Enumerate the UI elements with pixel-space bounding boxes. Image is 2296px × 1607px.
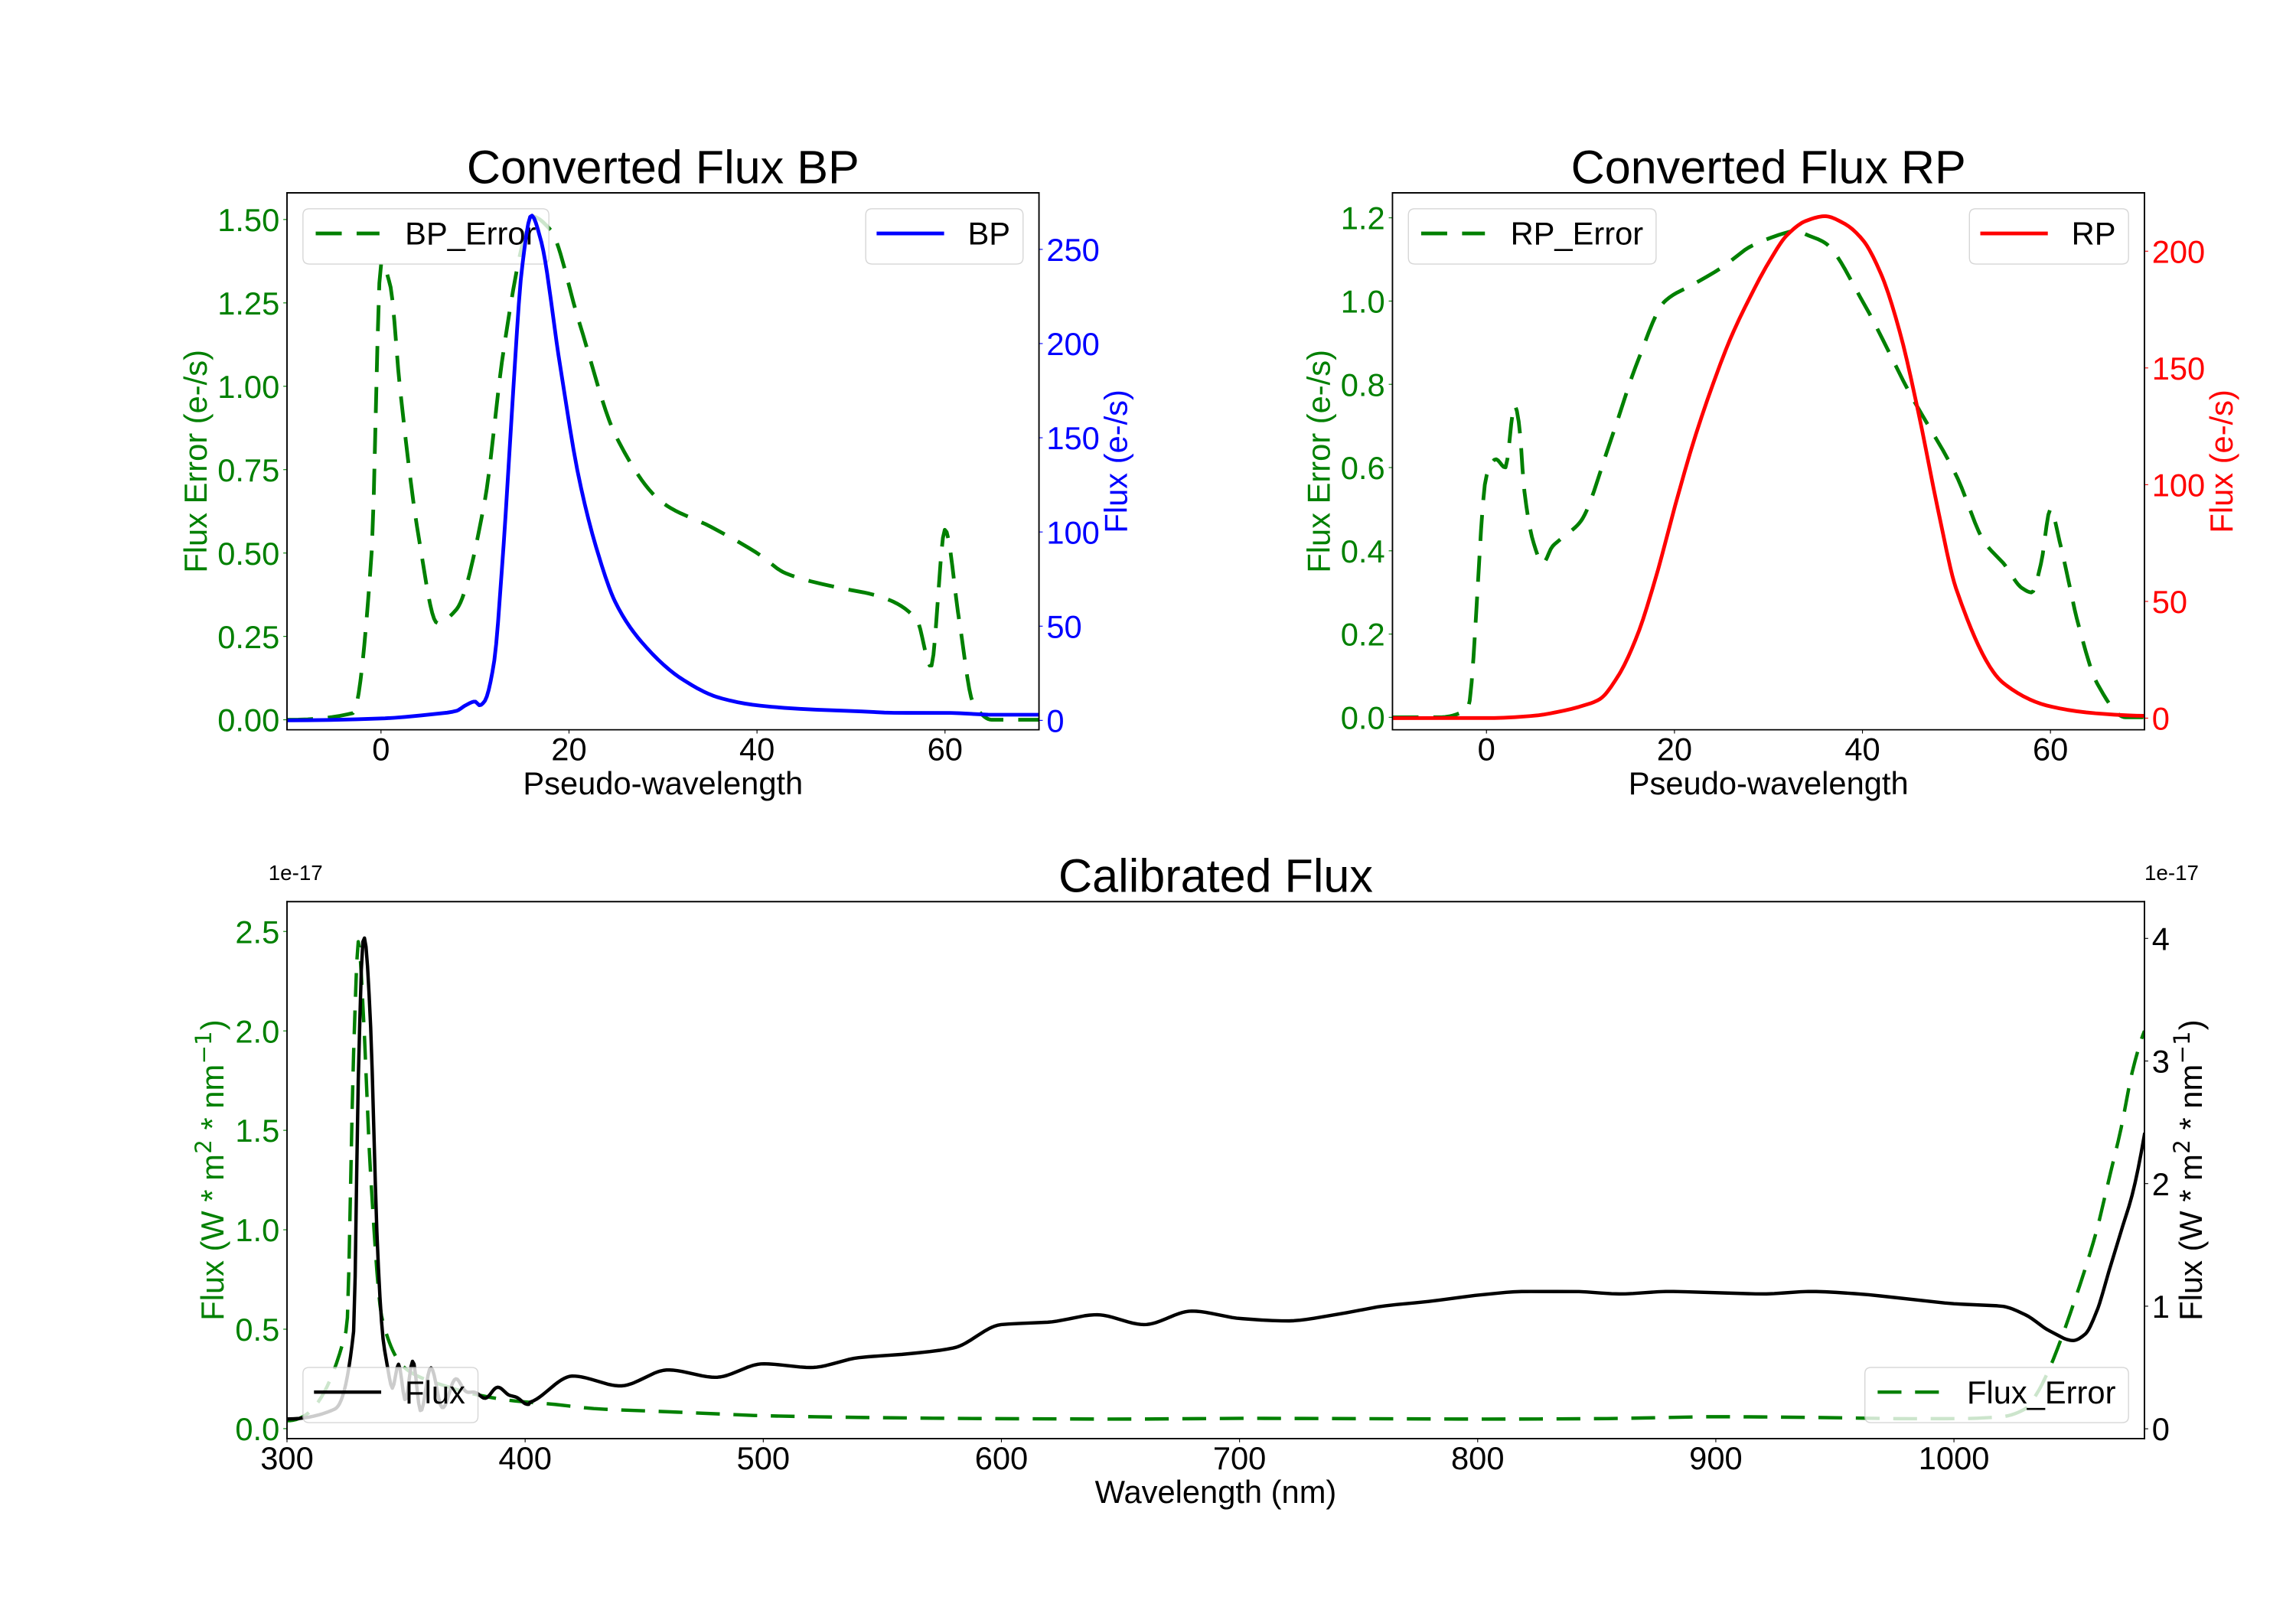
svg-text:0.8: 0.8 [1341,367,1385,403]
svg-text:Flux: Flux [405,1374,465,1410]
svg-text:1.0: 1.0 [1341,284,1385,320]
svg-text:Converted Flux BP: Converted Flux BP [467,141,859,193]
svg-text:0: 0 [1046,702,1064,738]
svg-text:1000: 1000 [1919,1440,1990,1476]
svg-text:1.50: 1.50 [217,202,279,238]
svg-text:0.5: 0.5 [235,1312,279,1348]
svg-text:150: 150 [2152,350,2206,386]
svg-text:Flux (e-/s): Flux (e-/s) [2203,390,2239,533]
svg-text:RP_Error: RP_Error [1511,216,1644,252]
svg-text:1.2: 1.2 [1341,200,1385,236]
svg-text:0: 0 [1478,732,1495,768]
svg-text:0.0: 0.0 [235,1411,279,1447]
svg-text:Flux Error (e-/s): Flux Error (e-/s) [1301,350,1337,573]
svg-text:1.0: 1.0 [235,1212,279,1248]
svg-text:2.5: 2.5 [235,914,279,950]
svg-text:600: 600 [975,1440,1029,1476]
svg-text:1.5: 1.5 [235,1113,279,1149]
svg-text:200: 200 [2152,233,2206,269]
svg-text:F l u x: F l u x ( W * m * n m ) 2 − 1 [2169,1015,2209,1321]
svg-text:0.50: 0.50 [217,536,279,572]
svg-text:40: 40 [1844,732,1880,768]
svg-text:900: 900 [1689,1440,1743,1476]
svg-text:500: 500 [737,1440,791,1476]
svg-text:50: 50 [2152,584,2187,620]
svg-text:20: 20 [551,732,586,768]
svg-text:100: 100 [1046,514,1100,550]
svg-text:0.25: 0.25 [217,619,279,655]
svg-text:Converted Flux RP: Converted Flux RP [1571,141,1966,193]
svg-text:4: 4 [2152,921,2170,957]
svg-text:Pseudo-wavelength: Pseudo-wavelength [523,765,803,801]
svg-text:Flux Error (e-/s): Flux Error (e-/s) [178,350,214,573]
svg-text:0: 0 [2152,701,2170,737]
svg-text:400: 400 [498,1440,552,1476]
svg-text:1e-17: 1e-17 [2144,861,2199,885]
svg-text:60: 60 [2033,732,2068,768]
svg-text:1.25: 1.25 [217,285,279,321]
svg-text:50: 50 [1046,608,1081,644]
svg-text:40: 40 [739,732,775,768]
svg-text:20: 20 [1657,732,1692,768]
svg-text:250: 250 [1046,232,1100,268]
svg-text:0: 0 [2152,1411,2170,1447]
svg-text:0.6: 0.6 [1341,450,1385,486]
svg-text:BP: BP [968,216,1011,252]
svg-text:0: 0 [372,732,390,768]
svg-text:100: 100 [2152,467,2206,503]
svg-text:RP: RP [2072,216,2116,252]
svg-text:Wavelength (nm): Wavelength (nm) [1095,1474,1337,1510]
svg-text:3: 3 [2152,1044,2170,1080]
svg-text:Flux (e-/s): Flux (e-/s) [1098,390,1134,533]
svg-text:1: 1 [2152,1289,2170,1325]
svg-text:Calibrated Flux: Calibrated Flux [1058,850,1373,902]
svg-text:1e-17: 1e-17 [269,861,323,885]
svg-text:60: 60 [928,732,963,768]
svg-text:700: 700 [1213,1440,1267,1476]
svg-text:150: 150 [1046,420,1100,456]
svg-text:2.0: 2.0 [235,1013,279,1049]
svg-text:0.75: 0.75 [217,452,279,488]
svg-text:1.00: 1.00 [217,369,279,405]
svg-text:Pseudo-wavelength: Pseudo-wavelength [1629,765,1909,801]
svg-text:0.00: 0.00 [217,702,279,738]
svg-text:800: 800 [1451,1440,1505,1476]
svg-text:2: 2 [2152,1166,2170,1202]
svg-text:0.0: 0.0 [1341,699,1385,735]
svg-text:200: 200 [1046,326,1100,362]
svg-text:0.2: 0.2 [1341,617,1385,653]
svg-text:F l u x: F l u x ( W * m * n m ) 2 − 1 [191,1015,230,1321]
svg-text:0.4: 0.4 [1341,533,1385,569]
svg-text:BP_Error: BP_Error [405,216,536,252]
svg-text:Flux_Error: Flux_Error [1967,1374,2116,1410]
